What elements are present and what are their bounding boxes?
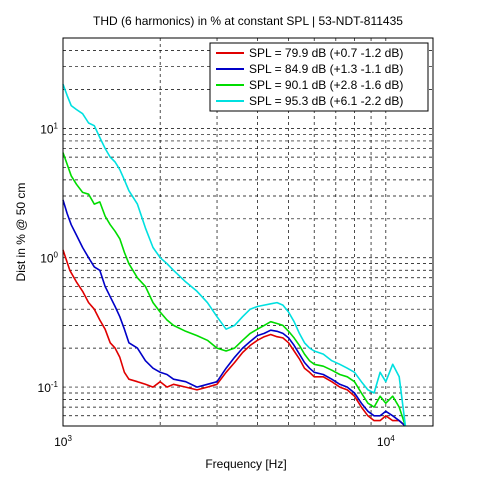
chart-title: THD (6 harmonics) in % at constant SPL |… [93, 14, 403, 28]
y-axis-ticks: 10-1 100 101 [38, 121, 59, 395]
series-line-4 [62, 83, 407, 427]
x-tick-label: 103 [54, 434, 72, 449]
legend-label-1: SPL = 79.9 dB (+0.7 -1.2 dB) [249, 46, 403, 60]
legend-label-3: SPL = 90.1 dB (+2.8 -1.6 dB) [249, 78, 403, 92]
legend-label-4: SPL = 95.3 dB (+6.1 -2.2 dB) [249, 94, 403, 108]
series-line-2 [62, 199, 406, 427]
series-line-3 [62, 152, 407, 427]
x-axis-ticks: 103 104 [54, 434, 395, 449]
x-axis-label: Frequency [Hz] [205, 457, 286, 471]
y-tick-label: 101 [40, 121, 58, 136]
y-tick-label: 10-1 [38, 380, 59, 395]
legend-entries: SPL = 79.9 dB (+0.7 -1.2 dB) SPL = 84.9 d… [216, 46, 403, 108]
legend-box [209, 42, 429, 112]
x-tick-label: 104 [377, 434, 395, 449]
legend: SPL = 79.9 dB (+0.7 -1.2 dB) SPL = 84.9 d… [209, 42, 429, 112]
y-tick-label: 100 [40, 251, 58, 266]
grid [62, 37, 433, 427]
y-axis-label: Dist in % @ 50 cm [14, 183, 28, 282]
legend-label-2: SPL = 84.9 dB (+1.3 -1.1 dB) [249, 62, 403, 76]
series-layer [62, 83, 407, 427]
series-line-1 [62, 249, 406, 427]
plot-frame [62, 37, 434, 427]
